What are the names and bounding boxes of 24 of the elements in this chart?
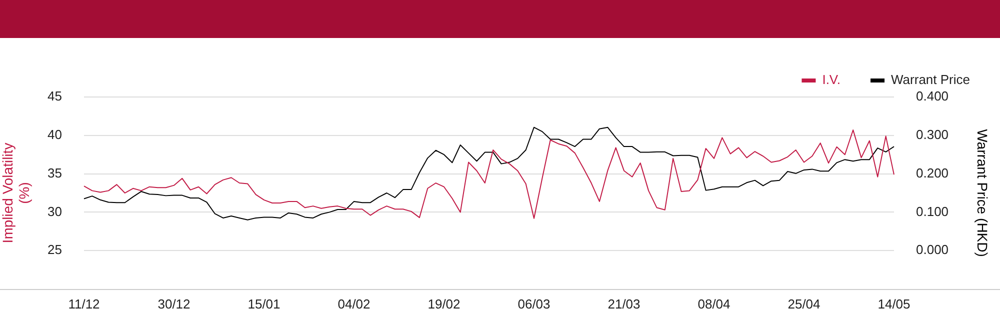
y-tick-label: 30 xyxy=(48,204,62,219)
y2-tick-label: 0.400 xyxy=(916,88,949,104)
x-tick-label: 25/04 xyxy=(788,296,820,312)
y-tick-label: 45 xyxy=(48,88,62,104)
x-tick-label: 15/01 xyxy=(248,296,280,312)
y-axis-title: Implied Volatility (%) xyxy=(0,142,32,244)
x-tick-label: 30/12 xyxy=(158,296,190,312)
x-tick-label: 19/02 xyxy=(428,296,460,312)
y2-tick-label: 0.100 xyxy=(916,204,949,219)
y-tick-label: 40 xyxy=(48,126,62,142)
y2-tick-label: 0.000 xyxy=(916,242,949,258)
x-tick-label: 04/02 xyxy=(338,296,370,312)
x-tick-label: 08/04 xyxy=(698,296,730,312)
x-tick-label: 06/03 xyxy=(518,296,550,312)
x-tick-label: 21/03 xyxy=(608,296,640,312)
legend-label: Warrant Price xyxy=(891,72,970,88)
y-tick-label: 25 xyxy=(48,242,62,258)
legend-label: I.V. xyxy=(822,72,841,88)
x-tick-label: 11/12 xyxy=(68,296,100,312)
x-tick-label: 14/05 xyxy=(878,296,910,312)
y2-axis-title: Warrant Price (HKD) xyxy=(974,129,991,257)
y-tick-label: 35 xyxy=(48,165,62,180)
y2-tick-label: 0.300 xyxy=(916,126,949,142)
y2-tick-label: 0.200 xyxy=(916,165,949,180)
